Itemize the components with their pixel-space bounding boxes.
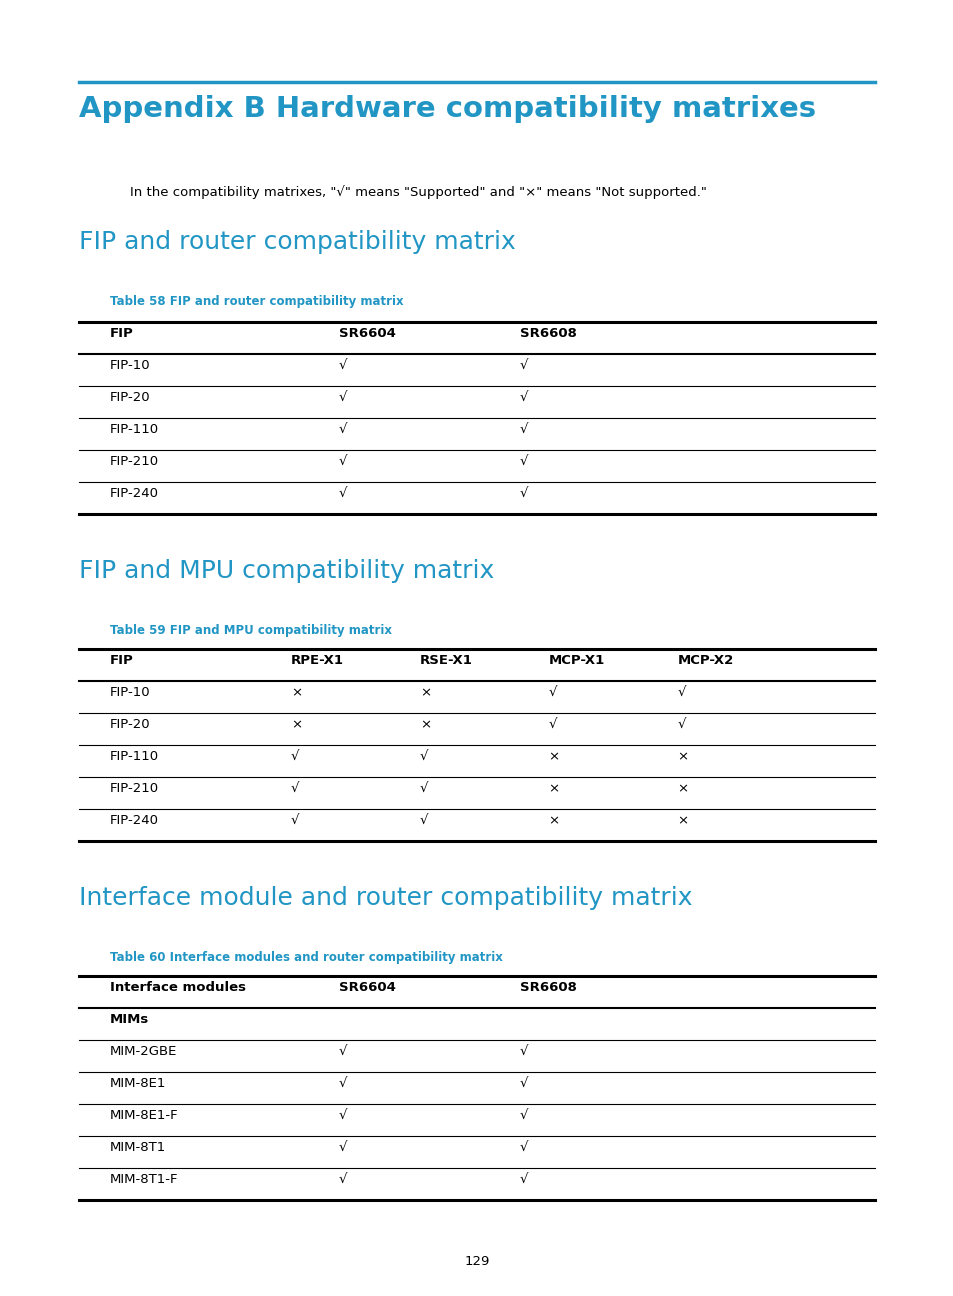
Text: FIP-20: FIP-20 xyxy=(110,718,151,731)
Text: √: √ xyxy=(338,422,347,435)
Text: √: √ xyxy=(419,750,428,763)
Text: √: √ xyxy=(519,422,528,435)
Text: MCP-X1: MCP-X1 xyxy=(548,654,604,667)
Text: √: √ xyxy=(519,1109,528,1122)
Text: MIM-8T1: MIM-8T1 xyxy=(110,1140,166,1153)
Text: ×: × xyxy=(291,718,302,731)
Text: Interface module and router compatibility matrix: Interface module and router compatibilit… xyxy=(79,886,692,910)
Text: ×: × xyxy=(677,750,688,763)
Text: √: √ xyxy=(548,686,557,699)
Text: √: √ xyxy=(338,487,347,500)
Text: ×: × xyxy=(548,750,559,763)
Text: √: √ xyxy=(338,1077,347,1090)
Text: FIP: FIP xyxy=(110,327,133,340)
Text: FIP-240: FIP-240 xyxy=(110,814,158,827)
Text: √: √ xyxy=(291,814,299,827)
Text: FIP-210: FIP-210 xyxy=(110,455,158,468)
Text: √: √ xyxy=(419,781,428,794)
Text: MIM-2GBE: MIM-2GBE xyxy=(110,1045,177,1058)
Text: SR6608: SR6608 xyxy=(519,327,577,340)
Text: FIP and router compatibility matrix: FIP and router compatibility matrix xyxy=(79,229,516,254)
Text: MCP-X2: MCP-X2 xyxy=(677,654,733,667)
Text: Appendix B Hardware compatibility matrixes: Appendix B Hardware compatibility matrix… xyxy=(79,95,816,123)
Text: √: √ xyxy=(338,1109,347,1122)
Text: MIM-8E1-F: MIM-8E1-F xyxy=(110,1109,178,1122)
Text: FIP-240: FIP-240 xyxy=(110,487,158,500)
Text: ×: × xyxy=(677,814,688,827)
Text: ×: × xyxy=(291,686,302,699)
Text: ×: × xyxy=(677,781,688,794)
Text: FIP-20: FIP-20 xyxy=(110,391,151,404)
Text: √: √ xyxy=(338,391,347,404)
Text: √: √ xyxy=(419,814,428,827)
Text: 129: 129 xyxy=(464,1255,489,1267)
Text: FIP-110: FIP-110 xyxy=(110,422,158,435)
Text: Table 58 FIP and router compatibility matrix: Table 58 FIP and router compatibility ma… xyxy=(110,295,403,308)
Text: √: √ xyxy=(338,1045,347,1058)
Text: MIM-8E1: MIM-8E1 xyxy=(110,1077,166,1090)
Text: SR6604: SR6604 xyxy=(338,327,395,340)
Text: √: √ xyxy=(548,718,557,731)
Text: √: √ xyxy=(338,359,347,372)
Text: √: √ xyxy=(338,455,347,468)
Text: √: √ xyxy=(519,1045,528,1058)
Text: √: √ xyxy=(338,1140,347,1153)
Text: FIP and MPU compatibility matrix: FIP and MPU compatibility matrix xyxy=(79,559,494,583)
Text: SR6608: SR6608 xyxy=(519,981,577,994)
Text: √: √ xyxy=(519,359,528,372)
Text: SR6604: SR6604 xyxy=(338,981,395,994)
Text: Table 59 FIP and MPU compatibility matrix: Table 59 FIP and MPU compatibility matri… xyxy=(110,623,392,638)
Text: √: √ xyxy=(519,1077,528,1090)
Text: √: √ xyxy=(338,1173,347,1186)
Text: ×: × xyxy=(548,781,559,794)
Text: √: √ xyxy=(677,718,685,731)
Text: √: √ xyxy=(291,750,299,763)
Text: ×: × xyxy=(419,718,431,731)
Text: Table 60 Interface modules and router compatibility matrix: Table 60 Interface modules and router co… xyxy=(110,951,502,964)
Text: ×: × xyxy=(419,686,431,699)
Text: Interface modules: Interface modules xyxy=(110,981,246,994)
Text: FIP-210: FIP-210 xyxy=(110,781,158,794)
Text: In the compatibility matrixes, "√" means "Supported" and "×" means "Not supporte: In the compatibility matrixes, "√" means… xyxy=(130,185,706,198)
Text: FIP-10: FIP-10 xyxy=(110,359,151,372)
Text: √: √ xyxy=(677,686,685,699)
Text: RPE-X1: RPE-X1 xyxy=(291,654,344,667)
Text: √: √ xyxy=(291,781,299,794)
Text: FIP-110: FIP-110 xyxy=(110,750,158,763)
Text: MIMs: MIMs xyxy=(110,1013,149,1026)
Text: √: √ xyxy=(519,1173,528,1186)
Text: ×: × xyxy=(548,814,559,827)
Text: √: √ xyxy=(519,455,528,468)
Text: √: √ xyxy=(519,1140,528,1153)
Text: FIP-10: FIP-10 xyxy=(110,686,151,699)
Text: √: √ xyxy=(519,487,528,500)
Text: RSE-X1: RSE-X1 xyxy=(419,654,472,667)
Text: √: √ xyxy=(519,391,528,404)
Text: MIM-8T1-F: MIM-8T1-F xyxy=(110,1173,178,1186)
Text: FIP: FIP xyxy=(110,654,133,667)
